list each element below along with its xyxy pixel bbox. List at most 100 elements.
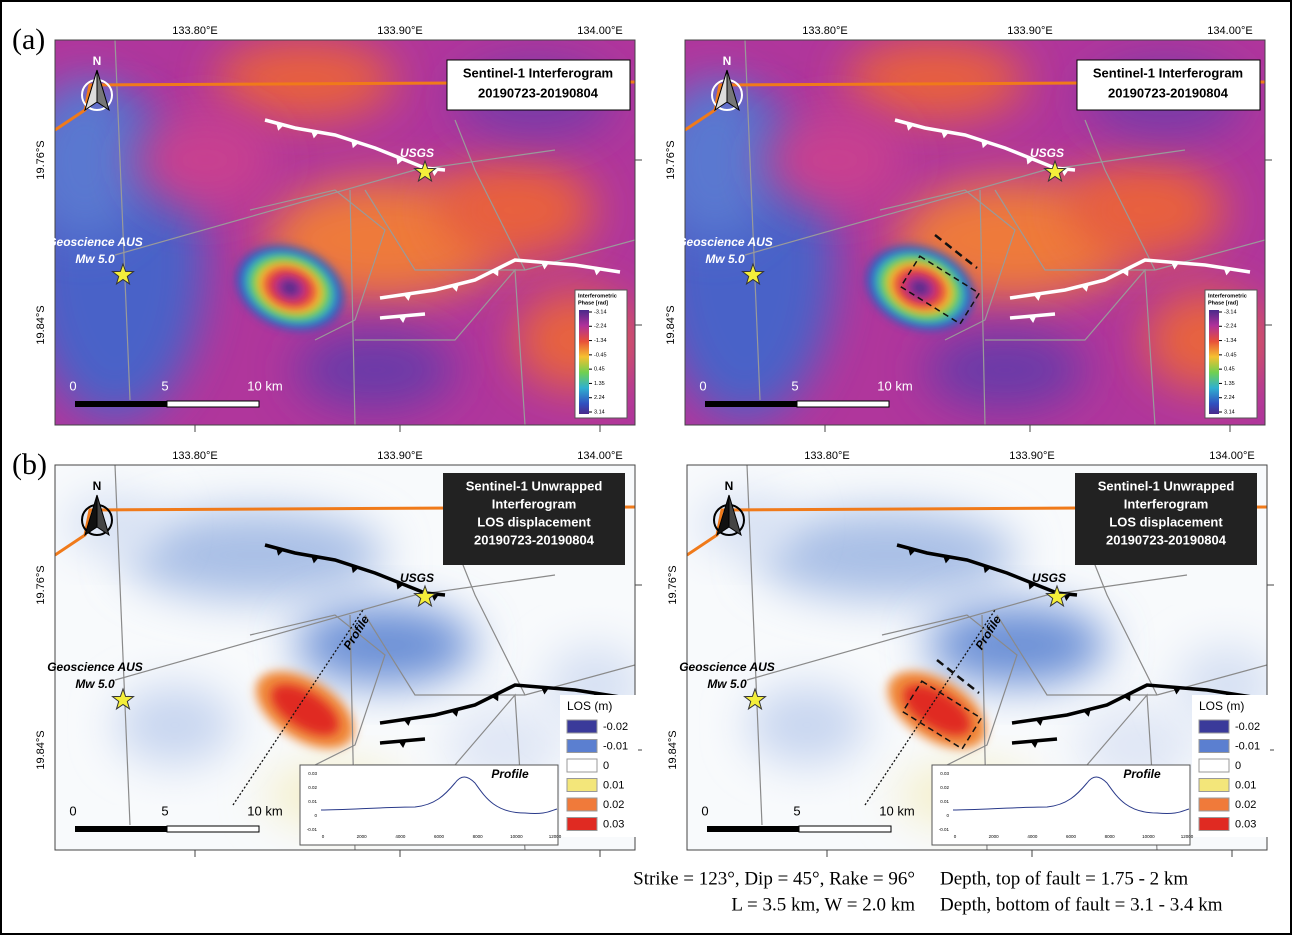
colorbar-title: Phase [rad]	[578, 300, 608, 306]
scale-label: 0	[701, 803, 708, 818]
colorbar-tick-label: -3.14	[1224, 309, 1237, 315]
y-axis-label: 19.84°S	[35, 305, 47, 344]
inset-x-tick-label: 12000	[1181, 834, 1194, 839]
legend-label: 0.01	[1235, 779, 1256, 791]
title-line: LOS displacement	[477, 514, 591, 529]
title-line: 20190723-20190804	[478, 85, 599, 100]
north-label: N	[93, 479, 102, 493]
legend-swatch	[567, 818, 597, 831]
inset-x-tick-label: 10000	[1142, 834, 1155, 839]
legend-swatch	[567, 759, 597, 772]
y-axis-label: 19.84°S	[35, 730, 47, 769]
colorbar-tick-label: -1.34	[594, 338, 607, 344]
panel-label: (a)	[12, 23, 45, 56]
scale-bar-white	[797, 401, 889, 407]
inset-x-tick-label: 2000	[989, 834, 1000, 839]
colorbar-tick-label: 3.14	[1224, 409, 1235, 415]
legend-swatch	[1199, 740, 1229, 753]
scale-label: 5	[791, 378, 798, 393]
scale-label: 0	[69, 378, 76, 393]
usgs-label: USGS	[400, 571, 434, 585]
y-axis-label: 19.76°S	[667, 565, 679, 604]
geoscience-label: Geoscience AUS	[47, 660, 143, 674]
inset-x-tick-label: 2000	[357, 834, 368, 839]
colorbar	[579, 310, 589, 414]
x-axis-label: 133.90°E	[1009, 450, 1054, 462]
scale-label: 0	[699, 378, 706, 393]
legend-label: 0.03	[1235, 818, 1256, 830]
inset-y-tick-label: 0.02	[940, 785, 949, 790]
legend-swatch	[1199, 720, 1229, 733]
geoscience-label: Geoscience AUS	[679, 660, 775, 674]
scale-label: 5	[793, 803, 800, 818]
north-label: N	[93, 54, 102, 68]
colorbar-tick-label: 0.45	[1224, 367, 1235, 373]
inset-x-tick-label: 6000	[434, 834, 445, 839]
colorbar	[1209, 310, 1219, 414]
fault-parameter: Strike = 123°, Dip = 45°, Rake = 96°	[633, 868, 915, 889]
inset-y-tick-label: -0.01	[939, 827, 950, 832]
legend-swatch	[567, 798, 597, 811]
y-axis-label: 19.76°S	[665, 140, 677, 179]
legend-label: 0.02	[1235, 799, 1256, 811]
los-blob	[927, 605, 1107, 685]
title-line: 20190723-20190804	[474, 532, 595, 547]
usgs-label: USGS	[400, 146, 434, 160]
usgs-label: USGS	[1032, 571, 1066, 585]
legend-swatch	[1199, 798, 1229, 811]
north-label: N	[725, 479, 734, 493]
usgs-label: USGS	[1030, 146, 1064, 160]
title-line: 20190723-20190804	[1108, 85, 1229, 100]
phase-blob	[215, 40, 395, 120]
x-axis-label: 133.80°E	[172, 450, 217, 462]
legend-swatch	[567, 720, 597, 733]
phase-blob	[765, 110, 905, 210]
map-panel: Profile133.80°E133.90°E134.00°E19.76°S19…	[35, 450, 645, 857]
colorbar-tick-label: -0.45	[594, 352, 607, 358]
north-label: N	[723, 54, 732, 68]
inset-y-tick-label: 0.01	[940, 799, 949, 804]
title-line: Interferogram	[1124, 496, 1209, 511]
x-axis-label: 133.80°E	[802, 25, 847, 37]
scale-label: 10 km	[247, 803, 282, 818]
inset-x-tick-label: 12000	[549, 834, 562, 839]
legend-title: LOS (m)	[567, 699, 612, 713]
inset-y-tick-label: 0.01	[308, 799, 317, 804]
los-blob	[65, 495, 165, 555]
colorbar-tick-label: -0.45	[1224, 352, 1237, 358]
figure: (a) 133.80°E 133.90°E 134.00°E 19.76°S 19.84°…	[0, 0, 1292, 935]
legend-title: LOS (m)	[1199, 699, 1244, 713]
inset-title: Profile	[491, 767, 529, 781]
colorbar-title: Interferometric	[1208, 293, 1247, 299]
inset-x-tick-label: 8000	[473, 834, 484, 839]
los-blob	[295, 605, 475, 685]
fault-parameter: L = 3.5 km, W = 2.0 km	[731, 894, 915, 915]
title-line: Sentinel-1 Unwrapped	[1098, 478, 1235, 493]
map-panel: 133.80°E133.90°E134.00°E19.76°S19.84°SNS…	[25, 25, 642, 432]
map-panel: Profile133.80°E133.90°E134.00°E19.76°S19…	[667, 450, 1277, 857]
legend-label: 0.02	[603, 799, 624, 811]
colorbar-title: Phase [rad]	[1208, 300, 1238, 306]
scale-label: 5	[161, 378, 168, 393]
title-line: Sentinel-1 Unwrapped	[466, 478, 603, 493]
y-axis-label: 19.76°S	[35, 565, 47, 604]
phase-blob	[435, 160, 595, 260]
phase-blob	[925, 330, 1085, 410]
phase-blob	[295, 330, 455, 410]
inset-x-tick-label: 6000	[1066, 834, 1077, 839]
geoscience-label: Mw 5.0	[75, 252, 115, 266]
los-blob	[697, 495, 797, 555]
inset-title: Profile	[1123, 767, 1161, 781]
scale-label: 5	[161, 803, 168, 818]
legend-label: -0.01	[603, 740, 628, 752]
scale-bar-white	[167, 401, 259, 407]
legend-label: -0.02	[603, 721, 628, 733]
y-axis-label: 19.84°S	[665, 305, 677, 344]
legend-swatch	[567, 779, 597, 792]
inset-x-tick-label: 10000	[510, 834, 523, 839]
inset-y-tick-label: -0.01	[307, 827, 318, 832]
legend-label: -0.01	[1235, 740, 1260, 752]
x-axis-label: 134.00°E	[577, 25, 622, 37]
scale-label: 10 km	[247, 378, 282, 393]
